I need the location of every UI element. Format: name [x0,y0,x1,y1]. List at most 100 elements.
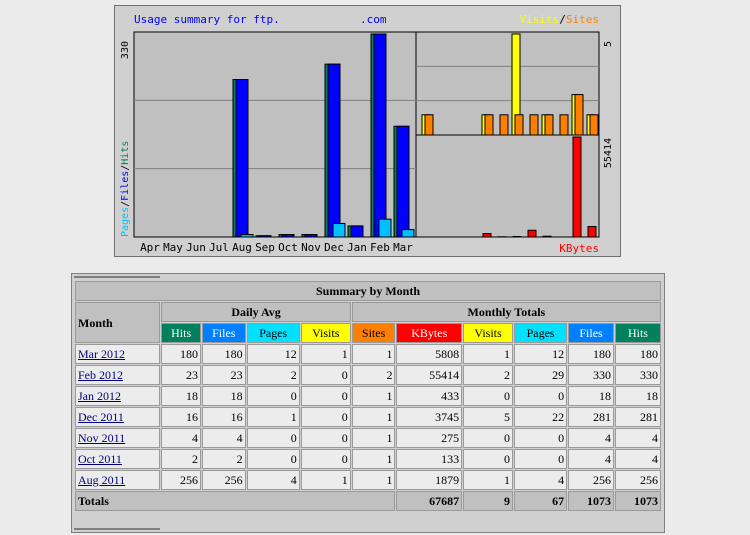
value-cell: 22 [514,407,568,427]
right-bottom-max: 55414 [603,138,614,168]
sites-bar [514,114,524,136]
month-link[interactable]: Nov 2011 [78,431,126,445]
left-axis-max: 330 [120,41,131,59]
value-cell: 16 [161,407,201,427]
value-cell: 281 [568,407,614,427]
value-cell: 1 [300,470,351,490]
value-cell: 0 [246,386,300,406]
metric-header-files: Files [201,323,246,343]
value-cell: 275 [396,428,463,448]
value-cell: 2 [351,365,396,385]
plot-area-2 [415,134,600,238]
table-row: Dec 2011 16 16 1 0 1 3745 5 22 281 281 [75,407,661,427]
month-cell: Dec 2011 [75,407,161,427]
value-cell: 180 [614,344,661,364]
value-cell: 4 [201,428,246,448]
value-cell: 4 [246,470,300,490]
value-cell: 180 [201,344,246,364]
month-label: Jun [186,241,206,254]
value-cell: 29 [514,365,568,385]
metric-header-kbytes: KBytes [396,323,463,343]
month-link[interactable]: Jan 2012 [78,389,121,403]
pages-bar [378,218,392,238]
value-cell: 281 [614,407,661,427]
table-body: Mar 2012 180 180 12 1 1 5808 1 12 180 180 Feb 2012 2… [75,344,661,511]
month-label: Dec [324,241,344,254]
sites-bar [559,114,569,136]
value-cell: 5 [463,407,514,427]
metric-header-row: Hits Files Pages Visits Sites KBytes Visits Pag… [75,323,661,343]
month-cell: Mar 2012 [75,344,161,364]
table-row: Oct 2011 2 2 0 0 1 133 0 0 4 4 [75,449,661,469]
plot-area-0 [133,31,417,238]
value-cell: 1 [351,344,396,364]
month-cell: Oct 2011 [75,449,161,469]
daily-avg-header: Daily Avg [161,302,351,322]
usage-chart: Usage summary for ftp. .com Visits/Sites KB… [114,5,621,257]
value-cell: 23 [201,365,246,385]
month-label: May [163,241,183,254]
metric-header-visits: Visits [463,323,514,343]
metric-header-pages: Pages [246,323,300,343]
files-bar [373,33,387,238]
value-cell: 4 [568,428,614,448]
files-bar [327,63,341,238]
files-bar [304,234,318,238]
sites-bar [529,114,539,136]
value-cell: 4 [568,449,614,469]
month-label: Jul [209,241,229,254]
files-bar [396,125,410,238]
total-value: 1073 [568,491,614,511]
table-row: Aug 2011 256 256 4 1 1 1879 1 4 256 256 [75,470,661,490]
files-bar [350,225,364,238]
table-row: Jan 2012 18 18 0 0 1 433 0 0 18 18 [75,386,661,406]
month-link[interactable]: Oct 2011 [78,452,122,466]
month-label: Nov [301,241,321,254]
value-cell: 0 [246,449,300,469]
month-cell: Aug 2011 [75,470,161,490]
value-cell: 3745 [396,407,463,427]
value-cell: 12 [246,344,300,364]
metric-header-files: Files [568,323,614,343]
month-link[interactable]: Aug 2011 [78,473,126,487]
pages-bar [240,234,254,238]
monthly-totals-header: Monthly Totals [351,302,661,322]
value-cell: 256 [161,470,201,490]
legend-visits-sites: Visits/Sites [520,13,600,26]
value-cell: 256 [568,470,614,490]
value-cell: 0 [463,428,514,448]
value-cell: 0 [463,449,514,469]
value-cell: 18 [201,386,246,406]
kbytes-bar [572,136,582,238]
total-value: 67 [514,491,568,511]
total-value: 67687 [396,491,463,511]
value-cell: 0 [514,449,568,469]
value-cell: 1 [463,344,514,364]
files-bar [235,79,249,238]
value-cell: 0 [514,386,568,406]
right-top-max: 5 [603,41,614,47]
month-link[interactable]: Dec 2011 [78,410,124,424]
chart-title: Usage summary for ftp. [134,13,280,26]
month-cell: Feb 2012 [75,365,161,385]
value-cell: 0 [300,386,351,406]
value-cell: 12 [514,344,568,364]
legend-kbytes: KBytes [559,242,599,255]
metric-header-pages: Pages [514,323,568,343]
metric-header-hits: Hits [161,323,201,343]
sites-bar [544,114,554,136]
value-cell: 180 [568,344,614,364]
value-cell: 1 [246,407,300,427]
month-cell: Nov 2011 [75,428,161,448]
pages-bar [401,229,415,238]
value-cell: 55414 [396,365,463,385]
table-title: Summary by Month [75,281,661,301]
value-cell: 2 [161,449,201,469]
value-cell: 1 [351,449,396,469]
sites-bar [574,94,584,136]
month-link[interactable]: Mar 2012 [78,347,125,361]
value-cell: 0 [514,428,568,448]
metric-header-visits: Visits [300,323,351,343]
month-label: Oct [278,241,298,254]
month-link[interactable]: Feb 2012 [78,368,123,382]
